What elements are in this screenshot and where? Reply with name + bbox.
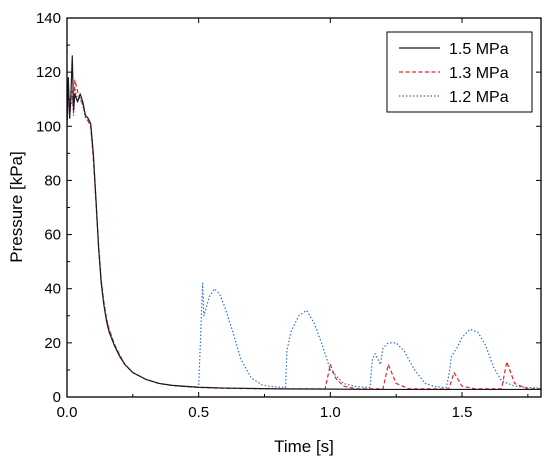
x-tick-label: 1.5: [452, 404, 473, 421]
x-axis-label: Time [s]: [274, 437, 334, 456]
y-axis: 0 20 40 60 80 100 120 140: [36, 10, 541, 406]
series-line-1-5-mpa: [67, 55, 541, 391]
y-tick-label: 60: [44, 227, 61, 244]
legend: 1.5 MPa 1.3 MPa 1.2 MPa: [386, 31, 533, 113]
x-axis: 0.0 0.5 1.0 1.5: [57, 18, 529, 421]
y-tick-label: 100: [36, 118, 61, 135]
series-line-1-2-mpa: [67, 87, 541, 389]
legend-label-1-2-mpa: 1.2 MPa: [449, 89, 509, 106]
y-tick-label: 140: [36, 10, 61, 27]
y-tick-label: 40: [44, 281, 61, 298]
x-tick-label: 1.0: [320, 404, 341, 421]
y-axis-label: Pressure [kPa]: [7, 151, 26, 263]
y-tick-label: 120: [36, 64, 61, 81]
series-layer: [67, 55, 541, 391]
y-tick-label: 0: [53, 389, 61, 406]
x-tick-label: 0.5: [188, 404, 209, 421]
legend-box: [386, 31, 533, 113]
series-line-1-3-mpa: [67, 79, 541, 390]
legend-label-1-3-mpa: 1.3 MPa: [449, 65, 509, 82]
y-tick-label: 20: [44, 335, 61, 352]
x-tick-label: 0.0: [57, 404, 78, 421]
y-tick-label: 80: [44, 172, 61, 189]
legend-label-1-5-mpa: 1.5 MPa: [449, 41, 509, 58]
